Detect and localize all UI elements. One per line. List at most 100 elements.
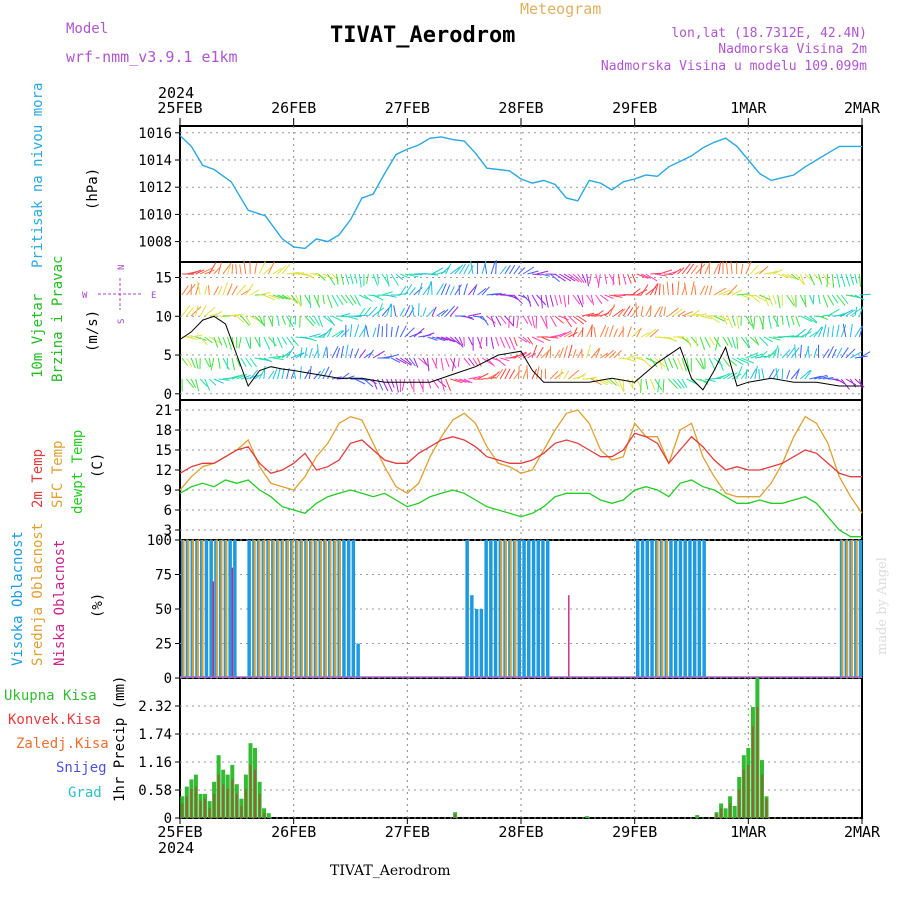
- wind-arrow: [258, 336, 261, 348]
- wind-arrow: [518, 267, 526, 275]
- high-cloud-bar: [493, 540, 498, 678]
- wind-arrow: [477, 357, 482, 367]
- wind-arrow: [813, 326, 823, 338]
- wind-arrow: [563, 370, 570, 380]
- convective-precip-bar: [190, 789, 193, 818]
- wind-arrow: [657, 378, 660, 393]
- wind-arrow: [504, 336, 511, 349]
- wind-arrow: [545, 294, 549, 308]
- high-cloud-bar: [678, 540, 683, 678]
- wind-arrow: [304, 369, 311, 380]
- mid-cloud-bar: [291, 540, 294, 678]
- wind-arrow: [463, 378, 473, 384]
- wind-arrow: [683, 282, 688, 296]
- wind-arrow: [217, 357, 221, 369]
- wind-arrow: [345, 315, 359, 320]
- wind-arrow: [472, 357, 479, 367]
- wind-arrow: [395, 325, 400, 338]
- wind-arrow: [195, 269, 205, 275]
- wind-arrow: [609, 351, 617, 359]
- wind-arrow: [322, 327, 332, 338]
- wind-ytick-label: 0: [164, 387, 172, 403]
- convective-precip-bar: [204, 798, 206, 818]
- wind-arrow: [572, 375, 585, 380]
- wind-arrow: [440, 357, 444, 371]
- wind-arrow: [377, 323, 380, 338]
- cloud-unit: (%): [90, 593, 106, 618]
- wind-arrow: [277, 336, 283, 349]
- wind-arrow: [554, 371, 564, 380]
- wind-arrow: [836, 273, 841, 288]
- wind-arrow: [258, 315, 264, 326]
- wind-arrow: [245, 336, 251, 349]
- wind-arrow: [622, 378, 625, 392]
- high-cloud-ylabel: Visoka Oblacnost: [10, 531, 26, 666]
- wind-arrow: [840, 378, 850, 390]
- mid-cloud-bar: [182, 540, 185, 678]
- wind-arrow: [222, 262, 232, 275]
- convective-precip-bar: [199, 801, 202, 818]
- wind-arrow: [699, 336, 706, 350]
- total-precip-bar: [695, 815, 700, 818]
- high-cloud-bar: [645, 540, 649, 678]
- wind-arrow: [445, 336, 456, 343]
- wind-arrow: [377, 303, 384, 317]
- wind-arrow: [449, 266, 461, 275]
- wind-arrow: [271, 315, 274, 327]
- wind-arrow: [795, 368, 800, 380]
- wind-arrow: [390, 357, 401, 364]
- wind-arrow: [308, 315, 316, 325]
- wind-arrow: [761, 368, 765, 380]
- wind-arrow: [854, 273, 858, 284]
- x-tick-label-bottom: 1MAR: [730, 823, 767, 841]
- wind-arrow: [549, 371, 559, 380]
- wind-arrow: [804, 273, 813, 281]
- wind-arrow: [727, 336, 733, 348]
- high-cloud-bar: [527, 540, 531, 678]
- wind-arrow: [399, 325, 407, 338]
- low-cloud-bar: [212, 581, 214, 678]
- wind-arrow: [593, 326, 597, 338]
- x-tick-label-bottom: 26FEB: [271, 823, 316, 841]
- wind-arrow: [213, 378, 224, 384]
- wind-arrow: [308, 347, 313, 359]
- convective-precip-bar: [729, 803, 732, 818]
- wind-arrow: [750, 294, 761, 303]
- convective-precip-bar: [756, 707, 759, 818]
- wind-arrow: [704, 261, 711, 275]
- wind-arrow: [417, 282, 423, 296]
- mid-cloud-bar: [339, 540, 341, 678]
- wind-arrow: [186, 306, 194, 317]
- precip-ytick-label: 1.74: [138, 727, 172, 743]
- wind-arrow: [568, 369, 580, 380]
- wind-arrow: [472, 285, 477, 296]
- wind-arrow: [677, 357, 683, 371]
- convective-precip-bar: [747, 764, 750, 818]
- wind-arrow: [759, 336, 769, 347]
- wind-arrow: [249, 369, 258, 380]
- wind-arrow: [345, 273, 350, 285]
- footer-station: TIVAT_Aerodrom: [330, 863, 451, 879]
- high-cloud-bar: [531, 540, 536, 678]
- wind-arrow: [436, 336, 448, 341]
- wind-arrow: [509, 294, 519, 300]
- wind-arrow: [363, 378, 374, 388]
- wind-arrow: [713, 315, 725, 322]
- model-altitude-label: Nadmorska Visina u modelu 109.099m: [601, 59, 867, 74]
- wind-arrow: [181, 304, 191, 317]
- wind-arrow: [640, 357, 652, 368]
- wind-arrow: [317, 344, 319, 359]
- wind-arrow: [554, 332, 567, 338]
- wind-arrow: [577, 372, 587, 380]
- wind-arrow: [858, 325, 864, 338]
- wind-arrow: [477, 288, 487, 296]
- wind-arrow: [586, 294, 593, 304]
- wind-arrow: [299, 347, 303, 359]
- wind-arrow: [608, 324, 614, 338]
- wind-arrow: [631, 288, 641, 296]
- wind-arrow: [527, 315, 533, 326]
- wind-arrow: [609, 294, 623, 298]
- mid-cloud-bar: [272, 540, 275, 678]
- wind-arrow: [768, 315, 772, 329]
- wind-arrow: [504, 265, 511, 275]
